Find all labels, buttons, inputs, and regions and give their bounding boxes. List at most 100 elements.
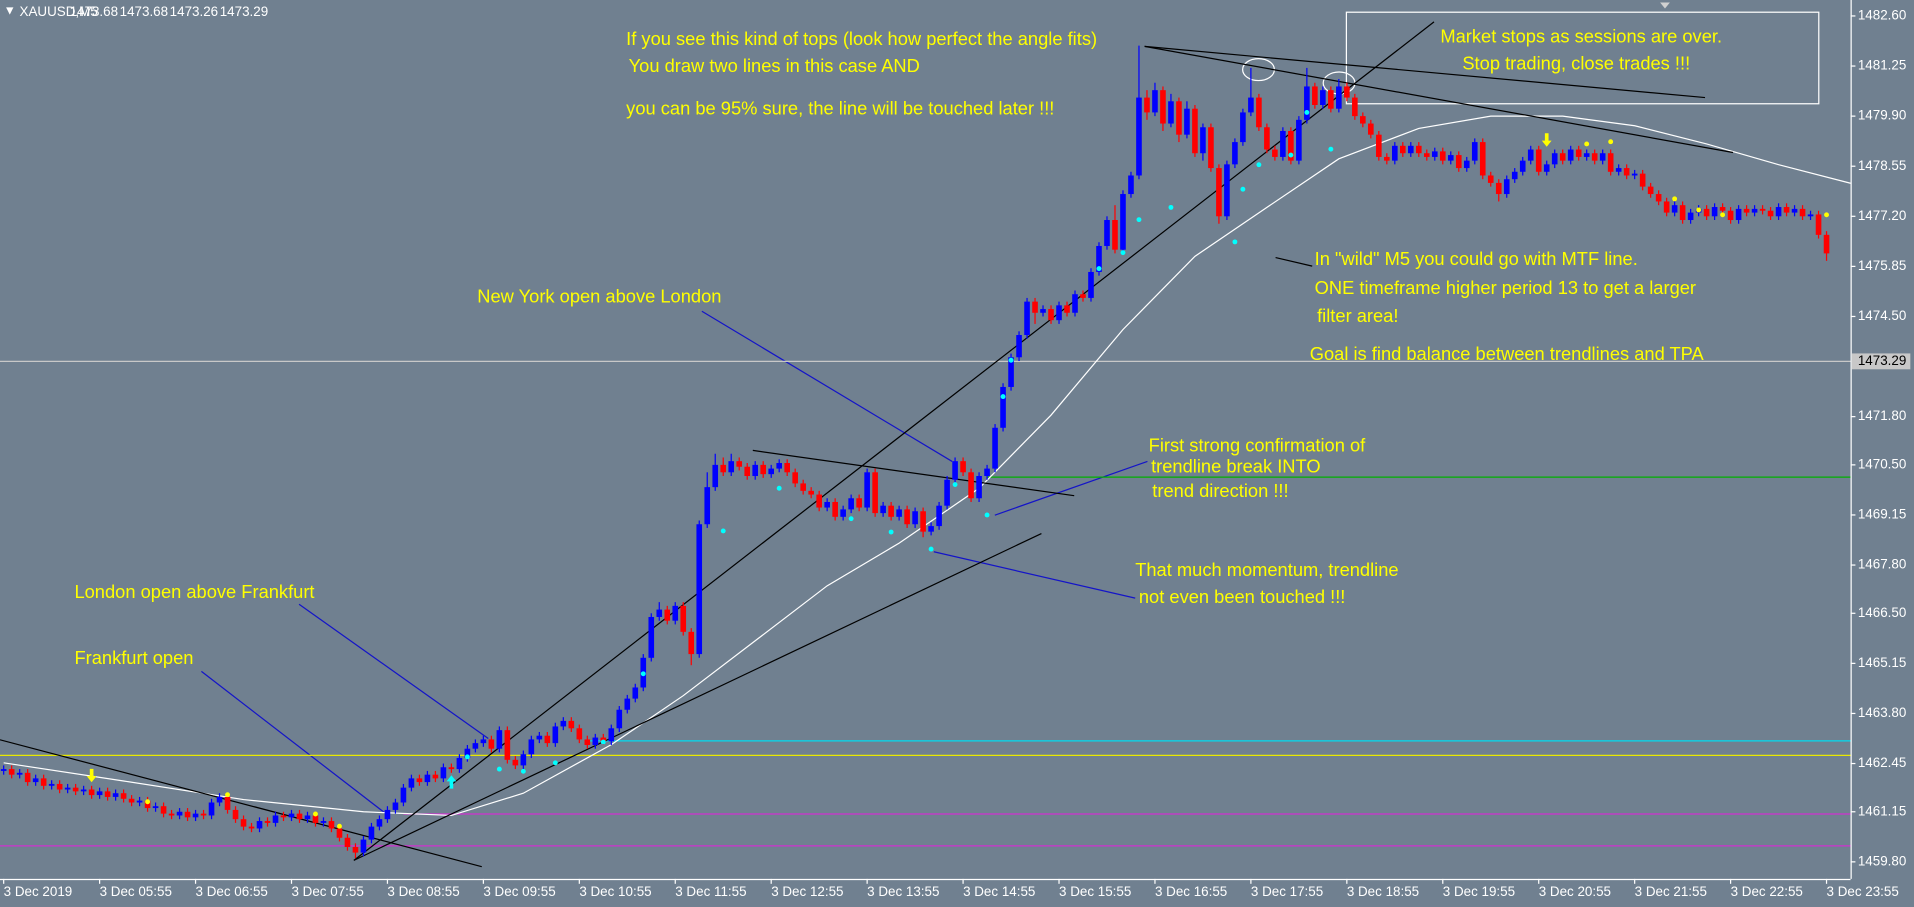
- candle-body: [944, 479, 950, 506]
- candle-body: [1304, 86, 1310, 120]
- candle-body: [1479, 142, 1486, 176]
- candle-body: [488, 739, 495, 749]
- candle-body: [1423, 153, 1430, 157]
- candle-body: [704, 487, 711, 525]
- signal-dot: [1136, 217, 1142, 223]
- candle-body: [960, 461, 966, 473]
- candle-body: [520, 754, 527, 766]
- candle-body: [776, 463, 783, 469]
- candle-body: [336, 828, 343, 838]
- candle-body: [176, 811, 183, 816]
- candle-body: [736, 461, 743, 467]
- candle-body: [1535, 149, 1542, 172]
- candle-body: [96, 791, 103, 796]
- candle-body: [1455, 155, 1462, 169]
- x-tick-label: 3 Dec 08:55: [387, 884, 459, 899]
- candle-body: [720, 464, 727, 473]
- candle-body: [320, 821, 327, 823]
- signal-dot: [1824, 212, 1829, 218]
- pointer-line: [994, 460, 1148, 516]
- candle-body: [600, 737, 607, 742]
- candle-body: [1647, 186, 1654, 195]
- candle-body: [856, 498, 862, 508]
- candle-body: [1687, 212, 1694, 221]
- candle-body: [744, 466, 751, 477]
- candle-body: [304, 815, 311, 820]
- candle-body: [1815, 214, 1822, 235]
- candle-body: [1671, 205, 1678, 213]
- y-tick-label: 1465.15: [1858, 655, 1906, 670]
- candle-body: [120, 793, 127, 799]
- candle-body: [512, 759, 519, 766]
- candle-body: [1799, 208, 1806, 217]
- candle-body: [1711, 207, 1718, 217]
- candle-body: [584, 739, 591, 745]
- y-tick-label: 1470.50: [1858, 456, 1906, 471]
- candle-body: [808, 490, 814, 495]
- candle-body: [952, 461, 958, 480]
- candle-body: [168, 813, 175, 816]
- candle-body: [1551, 153, 1558, 165]
- candle-body: [48, 783, 55, 786]
- annotation: First strong confirmation of: [1149, 435, 1366, 456]
- candle-body: [936, 505, 942, 527]
- header-price: 1473.29: [220, 4, 268, 19]
- candle-body: [1471, 142, 1478, 161]
- candle-body: [1495, 182, 1502, 195]
- annotation: not even been touched !!!: [1139, 586, 1346, 607]
- candle-body: [992, 427, 998, 469]
- candle-body: [152, 806, 159, 809]
- signal-dot: [952, 482, 958, 487]
- signal-dot: [720, 528, 726, 534]
- x-tick-label: 3 Dec 06:55: [196, 884, 268, 899]
- candle-body: [184, 811, 191, 818]
- x-tick-label: 3 Dec 19:55: [1443, 884, 1515, 899]
- candle-body: [1296, 119, 1302, 161]
- candle-body: [408, 778, 415, 788]
- annotation: you can be 95% sure, the line will be to…: [626, 98, 1054, 119]
- candle-body: [1152, 90, 1158, 113]
- y-tick-label: 1479.90: [1858, 108, 1906, 123]
- candle-body: [104, 791, 111, 797]
- candle-body: [1280, 130, 1286, 157]
- x-tick-label: 3 Dec 12:55: [771, 884, 843, 899]
- candle-body: [40, 778, 47, 786]
- y-tick-label: 1477.20: [1858, 208, 1906, 223]
- candle-body: [248, 826, 255, 829]
- candle-body: [136, 800, 143, 803]
- candle-body: [1184, 108, 1190, 135]
- candle-body: [128, 798, 135, 803]
- candle-body: [680, 605, 687, 632]
- x-tick-label: 3 Dec 20:55: [1539, 884, 1611, 899]
- candle-body: [632, 687, 639, 699]
- candle-body: [1272, 149, 1278, 157]
- candle-body: [0, 769, 7, 771]
- candle-body: [1751, 208, 1758, 213]
- candle-body: [696, 524, 703, 655]
- signal-dot: [776, 485, 782, 491]
- candle-body: [760, 464, 767, 475]
- trendline: [1144, 45, 1734, 154]
- signal-dot: [520, 768, 526, 774]
- candle-body: [1208, 127, 1214, 169]
- candle-body: [728, 461, 735, 473]
- candle-body: [816, 494, 822, 508]
- candle-body: [1080, 294, 1086, 298]
- candle-body: [1735, 208, 1742, 221]
- candle-body: [1056, 305, 1062, 321]
- signal-dot: [984, 512, 990, 518]
- candle-body: [1288, 130, 1294, 161]
- candle-body: [496, 730, 503, 749]
- candle-body: [1655, 194, 1662, 202]
- signal-dot: [600, 739, 606, 745]
- candle-body: [1088, 271, 1094, 298]
- candle-body: [1128, 175, 1134, 195]
- signal-dot: [848, 516, 854, 522]
- pointer-line: [1275, 256, 1313, 267]
- candle-body: [232, 809, 239, 820]
- candle-body: [1527, 149, 1534, 161]
- candle-body: [800, 483, 806, 491]
- candle-body: [888, 505, 894, 517]
- x-tick-label: 3 Dec 10:55: [579, 884, 651, 899]
